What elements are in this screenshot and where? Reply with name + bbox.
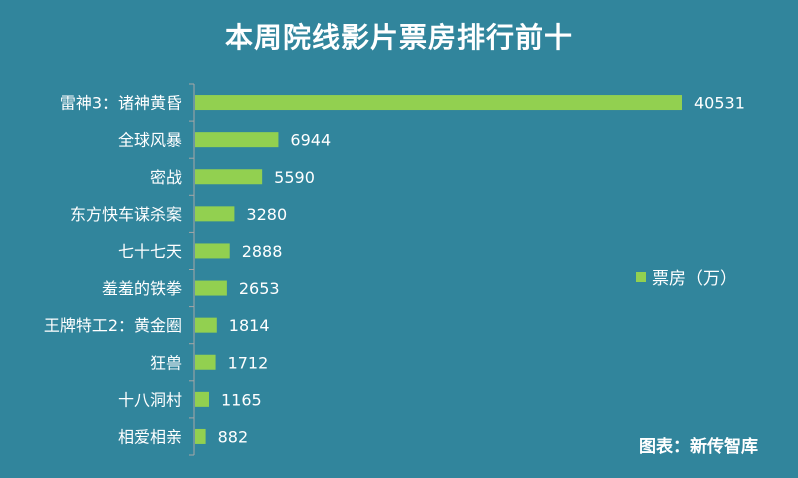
bar <box>195 354 216 370</box>
bar <box>195 428 206 444</box>
bar <box>195 132 279 148</box>
data-label: 1712 <box>228 353 269 372</box>
category-label: 雷神3：诸神黄昏 <box>60 94 182 113</box>
bar <box>195 280 227 296</box>
category-label: 全球风暴 <box>118 131 182 150</box>
category-label: 密战 <box>150 168 182 187</box>
data-label: 2888 <box>242 242 283 261</box>
bar <box>195 95 682 111</box>
category-label: 七十七天 <box>118 242 182 261</box>
data-label: 40531 <box>694 94 745 113</box>
chart-title: 本周院线影片票房排行前十 <box>224 21 573 54</box>
bar <box>195 169 263 185</box>
category-label: 相爱相亲 <box>118 427 182 446</box>
source-credit: 图表：新传智库 <box>639 437 758 457</box>
data-label: 3280 <box>246 205 287 224</box>
data-label: 882 <box>218 427 249 446</box>
data-label: 2653 <box>239 279 280 298</box>
bar <box>195 243 230 259</box>
bar <box>195 317 217 333</box>
legend: 票房（万） <box>636 264 737 289</box>
data-label: 6944 <box>290 131 331 150</box>
data-label: 1165 <box>221 390 262 409</box>
bar <box>195 206 235 222</box>
category-label: 羞羞的铁拳 <box>102 279 182 298</box>
category-label: 狂兽 <box>150 353 182 372</box>
bar <box>195 391 209 407</box>
category-label: 王牌特工2：黄金圈 <box>44 316 182 335</box>
category-label: 十八洞村 <box>118 390 182 409</box>
legend-swatch <box>636 271 646 282</box>
data-label: 5590 <box>274 168 315 187</box>
legend-label: 票房（万） <box>652 269 737 289</box>
data-label: 1814 <box>229 316 270 335</box>
category-label: 东方快车谋杀案 <box>70 205 182 224</box>
